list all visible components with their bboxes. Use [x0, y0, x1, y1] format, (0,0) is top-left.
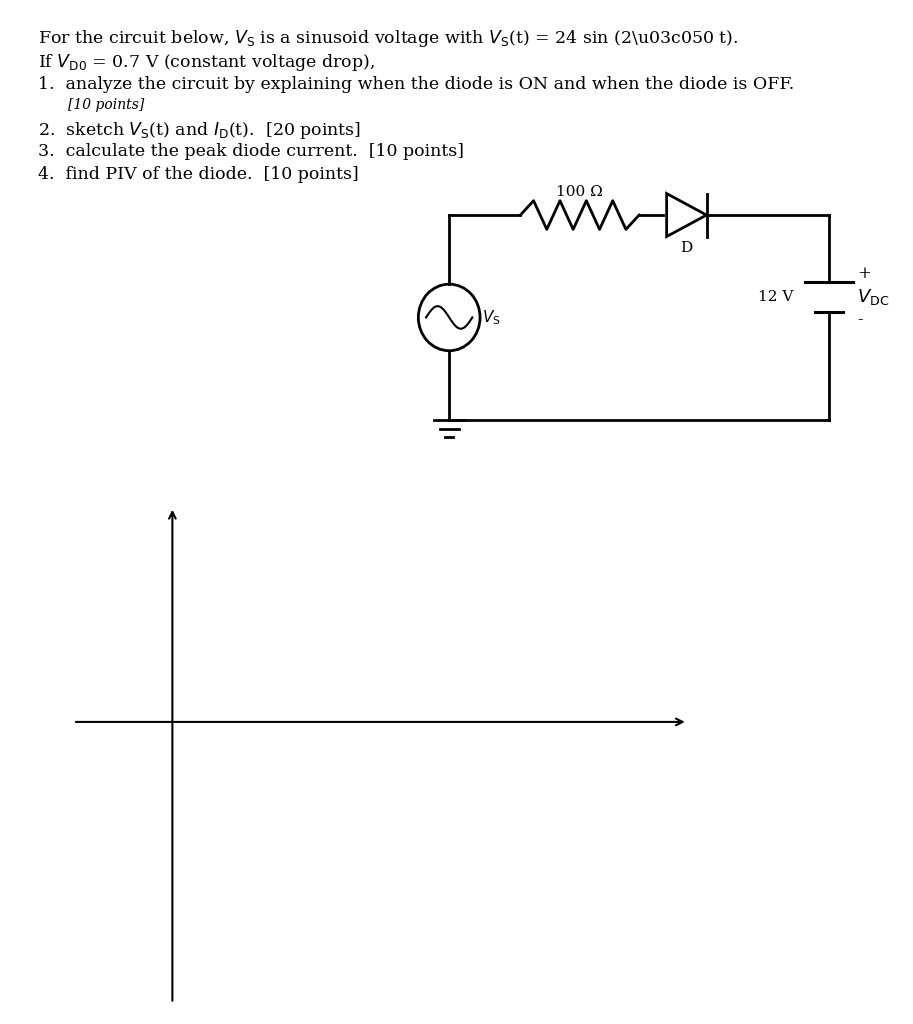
Text: [10 points]: [10 points] — [68, 98, 144, 112]
Text: -: - — [857, 311, 863, 329]
Text: $V_{\rm S}$: $V_{\rm S}$ — [482, 308, 501, 327]
Text: 3.  calculate the peak diode current.  [10 points]: 3. calculate the peak diode current. [10… — [38, 143, 464, 160]
Text: 1.  analyze the circuit by explaining when the diode is ON and when the diode is: 1. analyze the circuit by explaining whe… — [38, 76, 794, 93]
Text: For the circuit below, $V_{\rm S}$ is a sinusoid voltage with $V_{\rm S}$(t) = 2: For the circuit below, $V_{\rm S}$ is a … — [38, 28, 739, 49]
Text: 100 Ω: 100 Ω — [556, 185, 603, 199]
Text: 2.  sketch $V_{\rm S}$(t) and $I_{\rm D}$(t).  [20 points]: 2. sketch $V_{\rm S}$(t) and $I_{\rm D}$… — [38, 120, 362, 141]
Text: If $V_{\rm D0}$ = 0.7 V (constant voltage drop),: If $V_{\rm D0}$ = 0.7 V (constant voltag… — [38, 52, 375, 73]
Text: D: D — [680, 242, 693, 255]
Text: +: + — [857, 265, 871, 283]
Text: $V_{\rm DC}$: $V_{\rm DC}$ — [857, 287, 889, 307]
Text: 12 V: 12 V — [758, 290, 793, 304]
Text: 4.  find PIV of the diode.  [10 points]: 4. find PIV of the diode. [10 points] — [38, 166, 359, 183]
